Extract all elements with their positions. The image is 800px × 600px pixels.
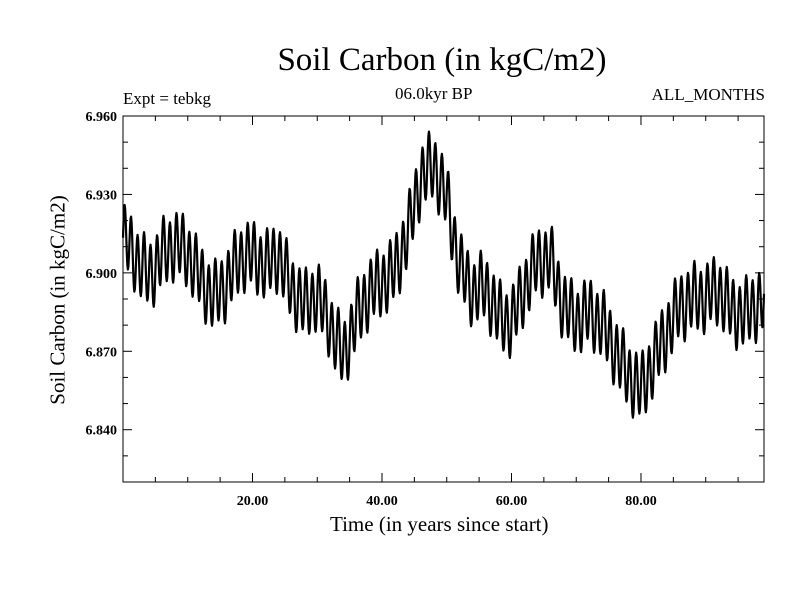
x-axis-label: Time (in years since start) <box>330 512 549 536</box>
y-tick-label: 6.870 <box>86 345 118 360</box>
x-tick-label: 60.00 <box>496 494 528 509</box>
chart-subtitle: 06.0kyr BP <box>395 84 473 103</box>
x-tick-label: 80.00 <box>625 494 657 509</box>
x-tick-label: 40.00 <box>366 494 398 509</box>
experiment-label: Expt = tebkg <box>123 89 211 108</box>
y-tick-label: 6.960 <box>86 110 118 125</box>
series-line-soil-carbon <box>121 130 766 419</box>
months-label: ALL_MONTHS <box>651 85 765 104</box>
y-tick-label: 6.840 <box>86 424 118 439</box>
y-tick-label: 6.900 <box>86 267 118 282</box>
y-tick-label: 6.930 <box>86 188 118 203</box>
chart-title: Soil Carbon (in kgC/m2) <box>277 42 607 78</box>
x-tick-label: 20.00 <box>237 494 269 509</box>
